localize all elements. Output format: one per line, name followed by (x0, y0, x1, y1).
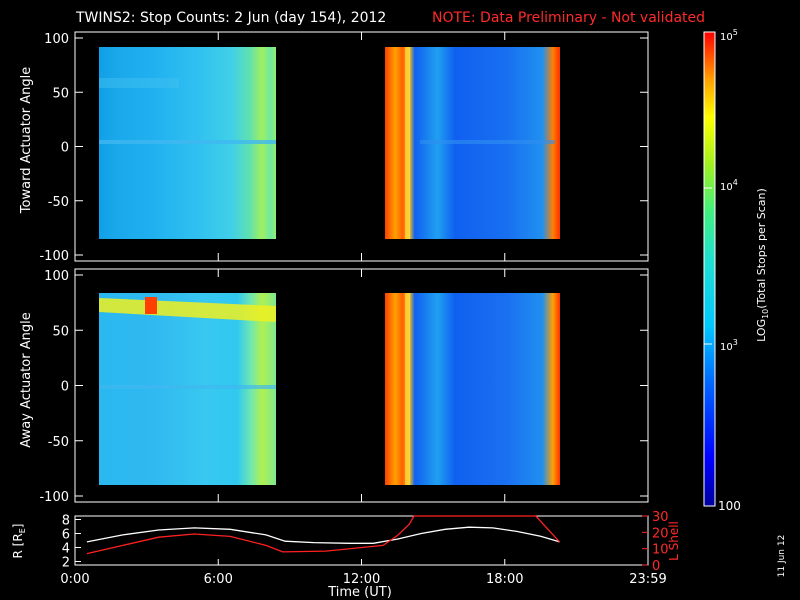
x-tick-label: 18:00 (486, 572, 523, 587)
x-tick-label: 6:00 (204, 572, 233, 587)
away-ytick-label: 100 (44, 269, 69, 284)
toward-ytick-label: -100 (39, 249, 69, 264)
orbit-right-ylabel: L Shell (667, 521, 681, 561)
away-heatmap-panel: Away Actuator Angle 100 50 0 -50 -100 (19, 268, 649, 505)
away-ytick-label: 0 (61, 380, 69, 395)
toward-ytick-label: 0 (61, 141, 69, 156)
orbit-left-ytick-label: 2 (62, 556, 70, 571)
away-data-block-2 (385, 293, 560, 485)
toward-ylabel: Toward Actuator Angle (19, 67, 34, 214)
orbit-right-ytick-label: 20 (652, 526, 669, 541)
toward-stripe (405, 47, 410, 239)
orbit-left-ytick-label: 6 (62, 528, 70, 543)
orbit-right-ytick-label: 30 (652, 510, 669, 525)
colorbar-tick-100: 100 (718, 499, 741, 513)
away-ytick-label: 50 (52, 324, 69, 339)
toward-zero-band-2 (420, 140, 555, 144)
x-tick-label: 12:00 (343, 572, 380, 587)
toward-ytick-label: -50 (48, 195, 69, 210)
x-tick-label: 23:59 (629, 572, 666, 587)
away-ylabel: Away Actuator Angle (19, 312, 34, 447)
orbit-axes-frame (74, 515, 649, 566)
toward-ytick-label: 100 (44, 32, 69, 47)
away-ytick-label: -100 (39, 490, 69, 505)
colorbar-tick-1e5: 105 (720, 28, 738, 43)
chart-title: TWINS2: Stop Counts: 2 Jun (day 154), 20… (75, 10, 386, 26)
colorbar-label: LOG10(Total Stops per Scan) (755, 188, 770, 342)
orbit-left-ylabel: R [RE] (11, 524, 27, 559)
away-zero-band-1 (99, 385, 276, 389)
colorbar: 105 104 103 100 LOG10(Total Stops per Sc… (703, 28, 770, 513)
orbit-right-ytick-label: 0 (652, 559, 660, 574)
orbit-left-ytick-label: 4 (62, 542, 70, 557)
orbit-left-ytick-label: 8 (62, 514, 70, 529)
r-series-line (86, 526, 560, 544)
toward-ytick-label: 50 (52, 86, 69, 101)
away-hot-band (99, 298, 276, 322)
colorbar-scale (703, 31, 716, 507)
orbit-right-ytick-label: 10 (652, 543, 669, 558)
away-stripe (405, 293, 410, 485)
x-tick-label: 0:00 (60, 572, 89, 587)
toward-heatmap-panel: Toward Actuator Angle 100 50 0 -50 -100 (19, 31, 649, 264)
x-axis-label: Time (UT) (327, 585, 392, 600)
colorbar-tick-1e3: 103 (720, 338, 738, 353)
toward-upper-band (99, 78, 179, 88)
toward-zero-band-1 (99, 140, 276, 144)
preliminary-note: NOTE: Data Preliminary - Not validated (432, 10, 705, 26)
lshell-series-line (86, 515, 561, 555)
date-stamp: 11 Jun 12 (777, 535, 787, 578)
colorbar-tick-1e4: 104 (720, 178, 738, 193)
away-ytick-label: -50 (48, 435, 69, 450)
away-hot-spot (145, 297, 157, 314)
